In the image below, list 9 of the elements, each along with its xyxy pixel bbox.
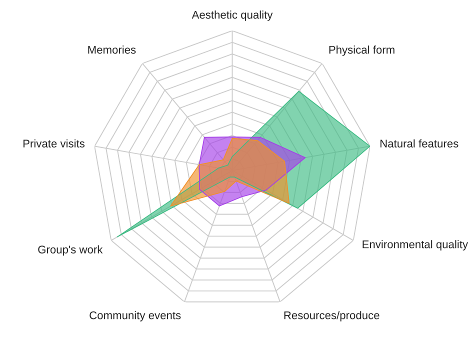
spoke-label: Memories	[88, 46, 136, 54]
spoke-label: Aesthetic quality	[192, 10, 273, 21]
spoke-label: Community events	[90, 311, 181, 322]
spoke-label: Environmental quality	[362, 240, 468, 250]
spoke-label: Group's work	[38, 245, 103, 256]
spoke-label: Resources/produce	[284, 311, 380, 322]
spoke-label: Physical form	[329, 46, 394, 56]
spoke-label: Private visits	[23, 139, 85, 148]
spoke-label: Natural features	[380, 139, 458, 148]
